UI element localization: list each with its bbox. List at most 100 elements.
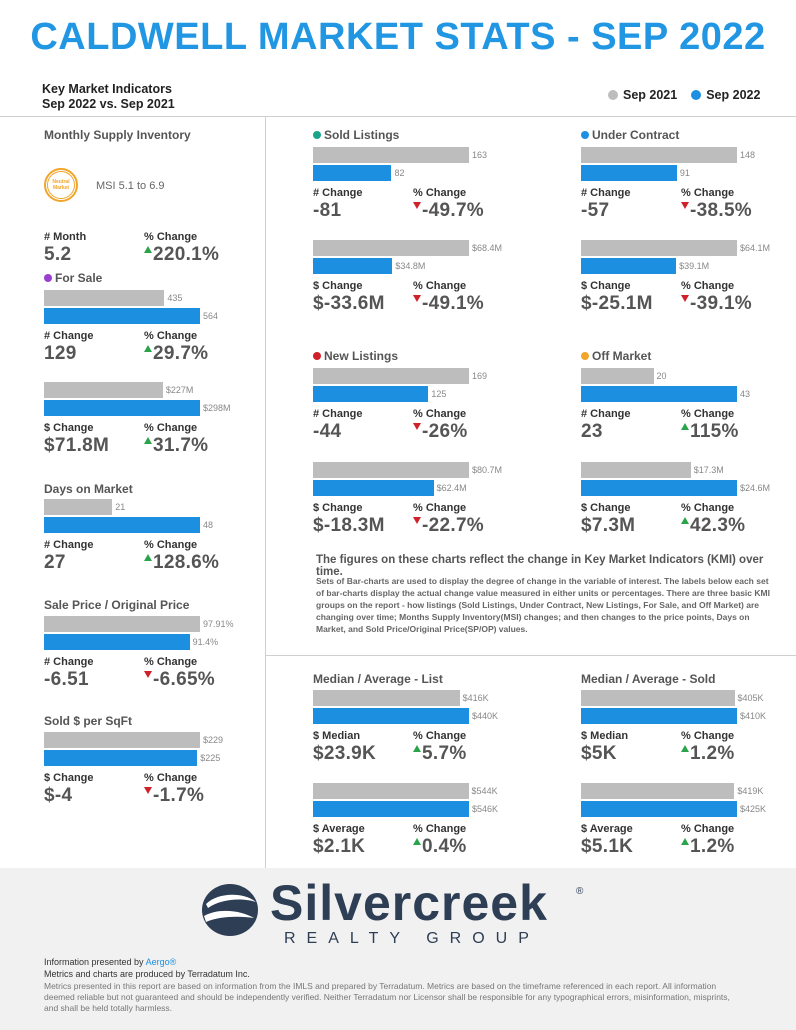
bar-prev bbox=[313, 240, 469, 256]
pct-change-label: % Change bbox=[413, 187, 467, 199]
up-arrow-icon bbox=[144, 437, 152, 444]
bar-curr-label: $298M bbox=[203, 403, 231, 413]
bar-curr-label: $440K bbox=[472, 711, 499, 721]
sold-per-sqft-chart: $229 $225 $ Change $-4 % Change -1.7% bbox=[44, 732, 260, 812]
page-title: CALDWELL MARKET STATS - SEP 2022 bbox=[30, 16, 766, 58]
median-list-median-chart: $416K $440K $ Median $23.9K % Change 5.7% bbox=[313, 690, 529, 770]
bar-prev-label: 21 bbox=[115, 502, 126, 512]
change-label: $ Change bbox=[581, 502, 631, 514]
up-arrow-icon bbox=[413, 745, 421, 752]
bar-curr-label: $24.6M bbox=[740, 483, 771, 493]
pct-change-value: -6.65% bbox=[144, 669, 215, 691]
aergo-link[interactable]: Aergo® bbox=[145, 957, 177, 967]
up-arrow-icon bbox=[144, 345, 152, 352]
legend-label: Sep 2021 bbox=[623, 88, 678, 102]
median-sold-title: Median / Average - Sold bbox=[581, 672, 716, 686]
footer-line2: Metrics and charts are produced by Terra… bbox=[44, 969, 250, 979]
median-sold-average-chart: $419K $425K $ Average $5.1K % Change 1.2% bbox=[581, 783, 796, 863]
dot-icon bbox=[581, 131, 589, 139]
pct-change-value: -1.7% bbox=[144, 785, 204, 807]
down-arrow-icon bbox=[681, 295, 689, 302]
change-label: $ Median bbox=[581, 730, 629, 742]
off-market-title: Off Market bbox=[581, 349, 651, 363]
bar-prev-label: $68.4M bbox=[472, 243, 503, 253]
down-arrow-icon bbox=[144, 671, 152, 678]
bar-curr bbox=[313, 708, 469, 724]
change-label: # Change bbox=[44, 330, 94, 342]
pct-change-label: % Change bbox=[681, 823, 735, 835]
bar-curr bbox=[581, 480, 737, 496]
bar-prev-label: 20 bbox=[656, 371, 667, 381]
up-arrow-icon bbox=[681, 745, 689, 752]
pct-change-value: 5.7% bbox=[413, 743, 467, 765]
change-label: $ Change bbox=[581, 280, 631, 292]
bar-prev bbox=[313, 690, 460, 706]
change-value: $23.9K bbox=[313, 743, 377, 764]
change-label: $ Average bbox=[581, 823, 633, 835]
bar-curr bbox=[581, 708, 737, 724]
legend-dot-icon bbox=[608, 90, 618, 100]
for-sale-dollar-chart: $227M $298M $ Change $71.8M % Change 31.7% bbox=[44, 382, 260, 462]
bar-prev bbox=[313, 147, 469, 163]
pct-change-label: % Change bbox=[413, 502, 467, 514]
up-arrow-icon bbox=[681, 517, 689, 524]
bar-prev-label: $80.7M bbox=[472, 465, 503, 475]
days-on-market-title: Days on Market bbox=[44, 482, 133, 496]
pct-change-value: -26% bbox=[413, 421, 468, 443]
bar-curr-label: 82 bbox=[394, 168, 405, 178]
up-arrow-icon bbox=[413, 838, 421, 845]
under-contract-dollar-chart: $64.1M $39.1M $ Change $-25.1M % Change -39.1… bbox=[581, 240, 796, 320]
dot-icon bbox=[581, 352, 589, 360]
change-label: $ Change bbox=[313, 280, 363, 292]
badge-icon: Neutral Market bbox=[44, 168, 78, 202]
divider bbox=[265, 116, 266, 868]
bar-prev bbox=[44, 732, 200, 748]
bar-prev-label: $64.1M bbox=[740, 243, 771, 253]
pct-change-value: -49.1% bbox=[413, 293, 484, 315]
footer-disclaimer: Metrics presented in this report are bas… bbox=[44, 981, 730, 1013]
bar-prev bbox=[44, 382, 163, 398]
pct-change-value: -22.7% bbox=[413, 515, 484, 537]
divider bbox=[0, 116, 796, 117]
change-label: # Change bbox=[44, 656, 94, 668]
change-value: $-18.3M bbox=[313, 515, 385, 536]
bar-curr-label: 43 bbox=[740, 389, 751, 399]
dot-icon bbox=[313, 131, 321, 139]
new-listings-title: New Listings bbox=[313, 349, 398, 363]
bar-curr-label: $225 bbox=[200, 753, 221, 763]
bar-curr bbox=[313, 801, 469, 817]
legend-label: Sep 2022 bbox=[706, 88, 761, 102]
sale-price-chart: 97.91% 91.4% # Change -6.51 % Change -6.65% bbox=[44, 616, 260, 696]
bar-curr bbox=[313, 165, 392, 181]
pct-change-label: % Change bbox=[413, 280, 467, 292]
bar-curr bbox=[44, 517, 200, 533]
change-label: $ Median bbox=[313, 730, 361, 742]
pct-change-label: % Change bbox=[681, 187, 735, 199]
pct-change-label: % Change bbox=[681, 730, 735, 742]
down-arrow-icon bbox=[144, 787, 152, 794]
sold-per-sqft-title: Sold $ per SqFt bbox=[44, 714, 133, 728]
bar-prev bbox=[313, 462, 469, 478]
change-value: $-25.1M bbox=[581, 293, 653, 314]
sold-listings-title: Sold Listings bbox=[313, 128, 399, 142]
pct-change-label: % Change bbox=[144, 330, 198, 342]
bar-curr-label: 564 bbox=[203, 311, 219, 321]
change-label: # Change bbox=[581, 408, 631, 420]
bar-prev bbox=[313, 368, 469, 384]
bar-prev bbox=[44, 290, 165, 306]
bar-prev-label: 148 bbox=[740, 150, 756, 160]
divider bbox=[265, 655, 796, 656]
down-arrow-icon bbox=[681, 202, 689, 209]
change-value: $-4 bbox=[44, 785, 73, 806]
bar-prev bbox=[581, 783, 735, 799]
change-value: 27 bbox=[44, 552, 66, 573]
description-body: Sets of Bar-charts are used to display t… bbox=[316, 576, 770, 634]
bar-curr-label: $425K bbox=[740, 804, 767, 814]
change-label: # Change bbox=[581, 187, 631, 199]
logo-registered: ® bbox=[576, 886, 584, 897]
change-value: 129 bbox=[44, 343, 77, 364]
under-contract-title: Under Contract bbox=[581, 128, 679, 142]
pct-change-value: -38.5% bbox=[681, 200, 752, 222]
change-value: $2.1K bbox=[313, 836, 366, 857]
new-listings-dollar-chart: $80.7M $62.4M $ Change $-18.3M % Change -22.7… bbox=[313, 462, 529, 542]
